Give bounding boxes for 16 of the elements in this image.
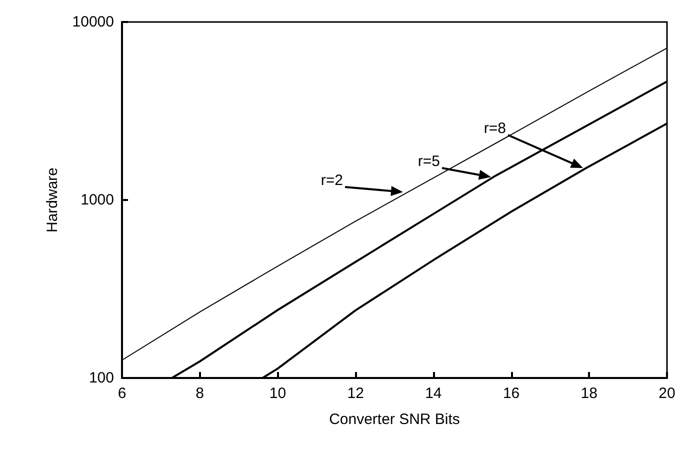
y-tick-label: 10000 xyxy=(72,14,114,30)
x-axis-title: Converter SNR Bits xyxy=(329,411,460,428)
x-tick-label: 16 xyxy=(502,385,520,402)
x-tick-label: 8 xyxy=(196,385,204,402)
x-tick-label: 14 xyxy=(425,385,442,402)
x-tick-label: 10 xyxy=(269,385,286,402)
x-tick-label: 18 xyxy=(580,385,598,402)
y-tick-label: 100 xyxy=(88,370,114,386)
annotation: r=8 xyxy=(484,120,506,137)
y-axis-title: Hardware xyxy=(44,167,61,233)
x-tick-label: 20 xyxy=(658,385,676,402)
annotation: r=5 xyxy=(418,153,440,170)
x-tick-label: 6 xyxy=(118,385,126,402)
x-tick-label: 12 xyxy=(347,385,364,402)
annotation: r=2 xyxy=(320,172,343,189)
y-tick-label: 1000 xyxy=(80,192,114,208)
